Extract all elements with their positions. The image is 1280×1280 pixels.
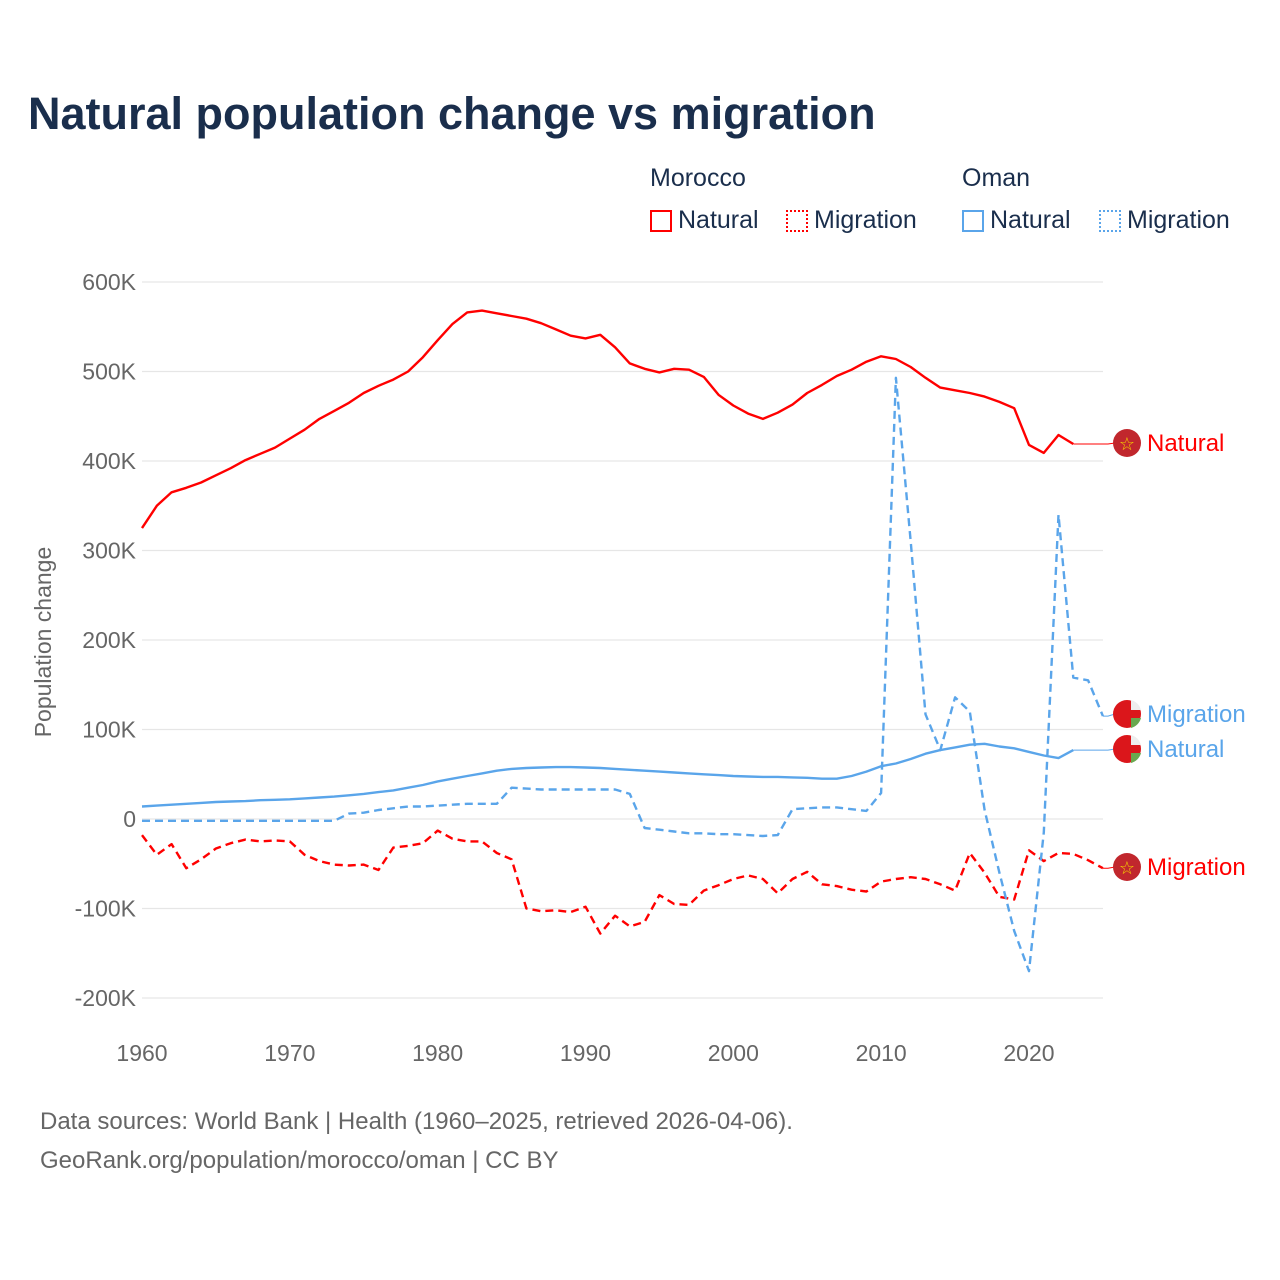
y-tick-label: 500K bbox=[82, 359, 136, 385]
y-tick-label: -200K bbox=[75, 985, 137, 1011]
morocco-flag-icon bbox=[1113, 429, 1141, 457]
legend-swatch-solid bbox=[962, 209, 984, 232]
star-icon: ☆ bbox=[1119, 858, 1135, 878]
y-tick-label: -100K bbox=[75, 896, 137, 922]
series-end-label: Natural bbox=[1147, 736, 1224, 763]
x-tick-label: 1990 bbox=[560, 1040, 611, 1066]
legend-group-morocco: Morocco bbox=[650, 164, 746, 192]
legend-group-oman: Oman bbox=[962, 164, 1031, 192]
legend-oman-natural[interactable]: Natural bbox=[962, 206, 1071, 235]
series-line-morocco-natural bbox=[141, 309, 1074, 529]
y-tick-label: 0 bbox=[123, 806, 136, 832]
series-end-label: Migration bbox=[1147, 701, 1246, 728]
label-connector bbox=[1073, 442, 1116, 445]
label-connector bbox=[1102, 866, 1116, 869]
x-tick-label: 2000 bbox=[708, 1040, 759, 1066]
legend-swatch-dotted bbox=[1099, 209, 1121, 232]
series-end-label: Natural bbox=[1147, 430, 1224, 457]
y-tick-label: 600K bbox=[82, 269, 136, 295]
oman-flag-white bbox=[1131, 735, 1141, 745]
label-connector bbox=[1102, 713, 1116, 717]
legend-label: Migration bbox=[1127, 206, 1230, 234]
legend-label: Natural bbox=[990, 206, 1071, 234]
oman-flag-white bbox=[1131, 700, 1141, 710]
legend-label: Migration bbox=[814, 206, 917, 234]
y-axis-label: Population change bbox=[30, 547, 56, 738]
label-connector bbox=[1073, 748, 1116, 751]
series-line-oman-migration bbox=[142, 376, 1105, 973]
series-line-morocco-migration bbox=[141, 829, 1104, 935]
legend-oman-migration[interactable]: Migration bbox=[1099, 206, 1230, 235]
source-line: Data sources: World Bank | Health (1960–… bbox=[40, 1108, 793, 1135]
y-tick-label: 400K bbox=[82, 448, 136, 474]
oman-flag-green bbox=[1131, 718, 1141, 728]
y-tick-label: 100K bbox=[82, 717, 136, 743]
y-tick-label: 200K bbox=[82, 627, 136, 653]
legend-swatch-dotted bbox=[786, 209, 808, 232]
attribution-line: GeoRank.org/population/morocco/oman | CC… bbox=[40, 1147, 559, 1174]
y-tick-label: 300K bbox=[82, 538, 136, 564]
star-icon: ☆ bbox=[1119, 434, 1135, 454]
series-line-oman-natural bbox=[141, 742, 1074, 808]
x-tick-label: 1970 bbox=[264, 1040, 315, 1066]
x-tick-label: 1960 bbox=[116, 1040, 167, 1066]
x-tick-label: 2020 bbox=[1003, 1040, 1054, 1066]
x-tick-label: 1980 bbox=[412, 1040, 463, 1066]
series-end-label: Migration bbox=[1147, 854, 1246, 881]
legend-morocco-natural[interactable]: Natural bbox=[650, 206, 759, 235]
oman-flag-green bbox=[1131, 753, 1141, 763]
legend-morocco-migration[interactable]: Migration bbox=[786, 206, 917, 235]
morocco-flag-icon bbox=[1113, 853, 1141, 881]
legend-swatch-solid bbox=[650, 209, 672, 232]
x-tick-label: 2010 bbox=[856, 1040, 907, 1066]
chart-title: Natural population change vs migration bbox=[28, 88, 876, 139]
legend-label: Natural bbox=[678, 206, 759, 234]
